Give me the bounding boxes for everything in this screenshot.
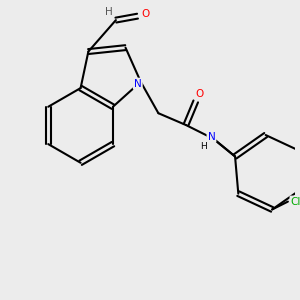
Text: N: N bbox=[134, 79, 142, 89]
Text: H: H bbox=[200, 142, 207, 151]
Text: O: O bbox=[196, 88, 204, 99]
Text: H: H bbox=[105, 7, 113, 17]
Text: N: N bbox=[208, 132, 215, 142]
Text: O: O bbox=[141, 9, 149, 19]
Text: Cl: Cl bbox=[291, 196, 300, 207]
